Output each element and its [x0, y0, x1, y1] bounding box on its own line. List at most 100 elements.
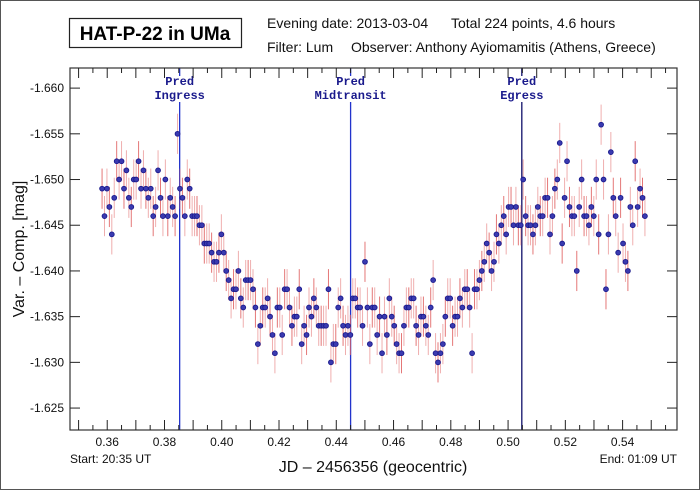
data-point — [164, 213, 171, 219]
data-point — [586, 222, 592, 229]
marker-label-bg — [308, 76, 393, 102]
data-point — [386, 295, 393, 302]
data-point — [335, 304, 342, 311]
data-point — [464, 286, 471, 293]
data-point — [517, 222, 524, 229]
data-point — [608, 149, 614, 155]
chart-title: HAT-P-22 in UMa — [80, 24, 231, 45]
x-axis-label: JD – 2456356 (geocentric) — [279, 459, 468, 476]
data-point — [500, 213, 507, 219]
data-point — [303, 332, 310, 338]
data-point — [639, 194, 646, 201]
data-point — [340, 322, 346, 329]
data-point — [513, 204, 519, 210]
data-point — [381, 313, 388, 320]
marker-label-name: Ingress — [154, 89, 204, 103]
data-point — [342, 332, 349, 338]
data-point — [398, 350, 405, 357]
data-point — [264, 295, 271, 302]
data-point — [237, 295, 244, 302]
data-point — [223, 268, 230, 274]
data-point — [374, 332, 381, 338]
data-point — [503, 231, 510, 238]
data-point — [422, 322, 429, 329]
x-tick-label: 0.40 — [210, 435, 234, 449]
data-point — [111, 194, 118, 201]
data-point — [218, 231, 225, 238]
marker-label-name: Egress — [500, 89, 543, 103]
data-point — [155, 167, 161, 174]
y-tick-label: -1.645 — [30, 218, 64, 232]
data-point — [491, 258, 497, 265]
data-point — [257, 322, 264, 329]
data-point — [437, 350, 444, 357]
x-tick-label: 0.44 — [325, 435, 349, 449]
data-point — [481, 258, 488, 265]
data-point — [612, 213, 619, 219]
data-point — [174, 130, 181, 137]
data-point — [391, 322, 398, 329]
data-point — [561, 194, 568, 201]
data-point — [216, 249, 222, 256]
marker-label-name: Midtransit — [315, 89, 387, 103]
data-point — [276, 304, 283, 311]
data-point — [534, 204, 541, 210]
data-point — [571, 213, 578, 219]
data-point — [384, 332, 390, 338]
data-point — [410, 295, 417, 302]
data-point — [556, 140, 563, 146]
marker-label-pred: Pred — [507, 75, 536, 89]
data-point — [449, 322, 456, 329]
data-point — [289, 322, 295, 329]
data-point — [359, 322, 366, 329]
data-point — [362, 258, 368, 265]
data-point — [233, 286, 239, 293]
data-point — [625, 268, 631, 274]
data-point — [401, 322, 407, 329]
data-point — [106, 204, 113, 210]
data-point — [393, 341, 400, 347]
data-point — [121, 185, 127, 192]
data-point — [128, 204, 135, 210]
data-point — [637, 185, 643, 192]
data-point — [466, 304, 473, 311]
data-point — [138, 185, 144, 192]
data-point — [603, 286, 609, 293]
data-point — [476, 277, 483, 283]
data-point — [459, 304, 466, 311]
data-point — [267, 313, 273, 320]
data-point — [220, 249, 227, 256]
y-tick-label: -1.660 — [30, 81, 64, 95]
data-point — [284, 286, 290, 293]
data-point — [325, 286, 332, 293]
data-point — [140, 167, 147, 174]
data-point — [337, 295, 344, 302]
data-point — [162, 176, 169, 183]
data-point — [457, 295, 463, 302]
data-point — [454, 313, 461, 320]
data-point — [493, 231, 500, 238]
data-point — [593, 176, 600, 183]
y-tick-label: -1.655 — [30, 127, 64, 141]
data-point — [152, 204, 159, 210]
data-point — [427, 304, 434, 311]
data-point — [447, 295, 454, 302]
data-point — [147, 185, 154, 192]
data-point — [133, 176, 139, 183]
data-point — [135, 158, 142, 165]
data-point — [379, 350, 385, 357]
data-point — [199, 222, 205, 229]
plot-frame — [69, 67, 678, 431]
y-tick-label: -1.630 — [30, 355, 64, 369]
data-point — [184, 176, 191, 183]
data-point — [298, 341, 305, 347]
data-point — [564, 158, 570, 165]
data-point — [532, 222, 539, 229]
data-point — [559, 240, 566, 247]
data-point — [332, 341, 339, 347]
data-point — [496, 240, 502, 247]
data-point — [474, 286, 480, 293]
data-point — [366, 341, 373, 347]
